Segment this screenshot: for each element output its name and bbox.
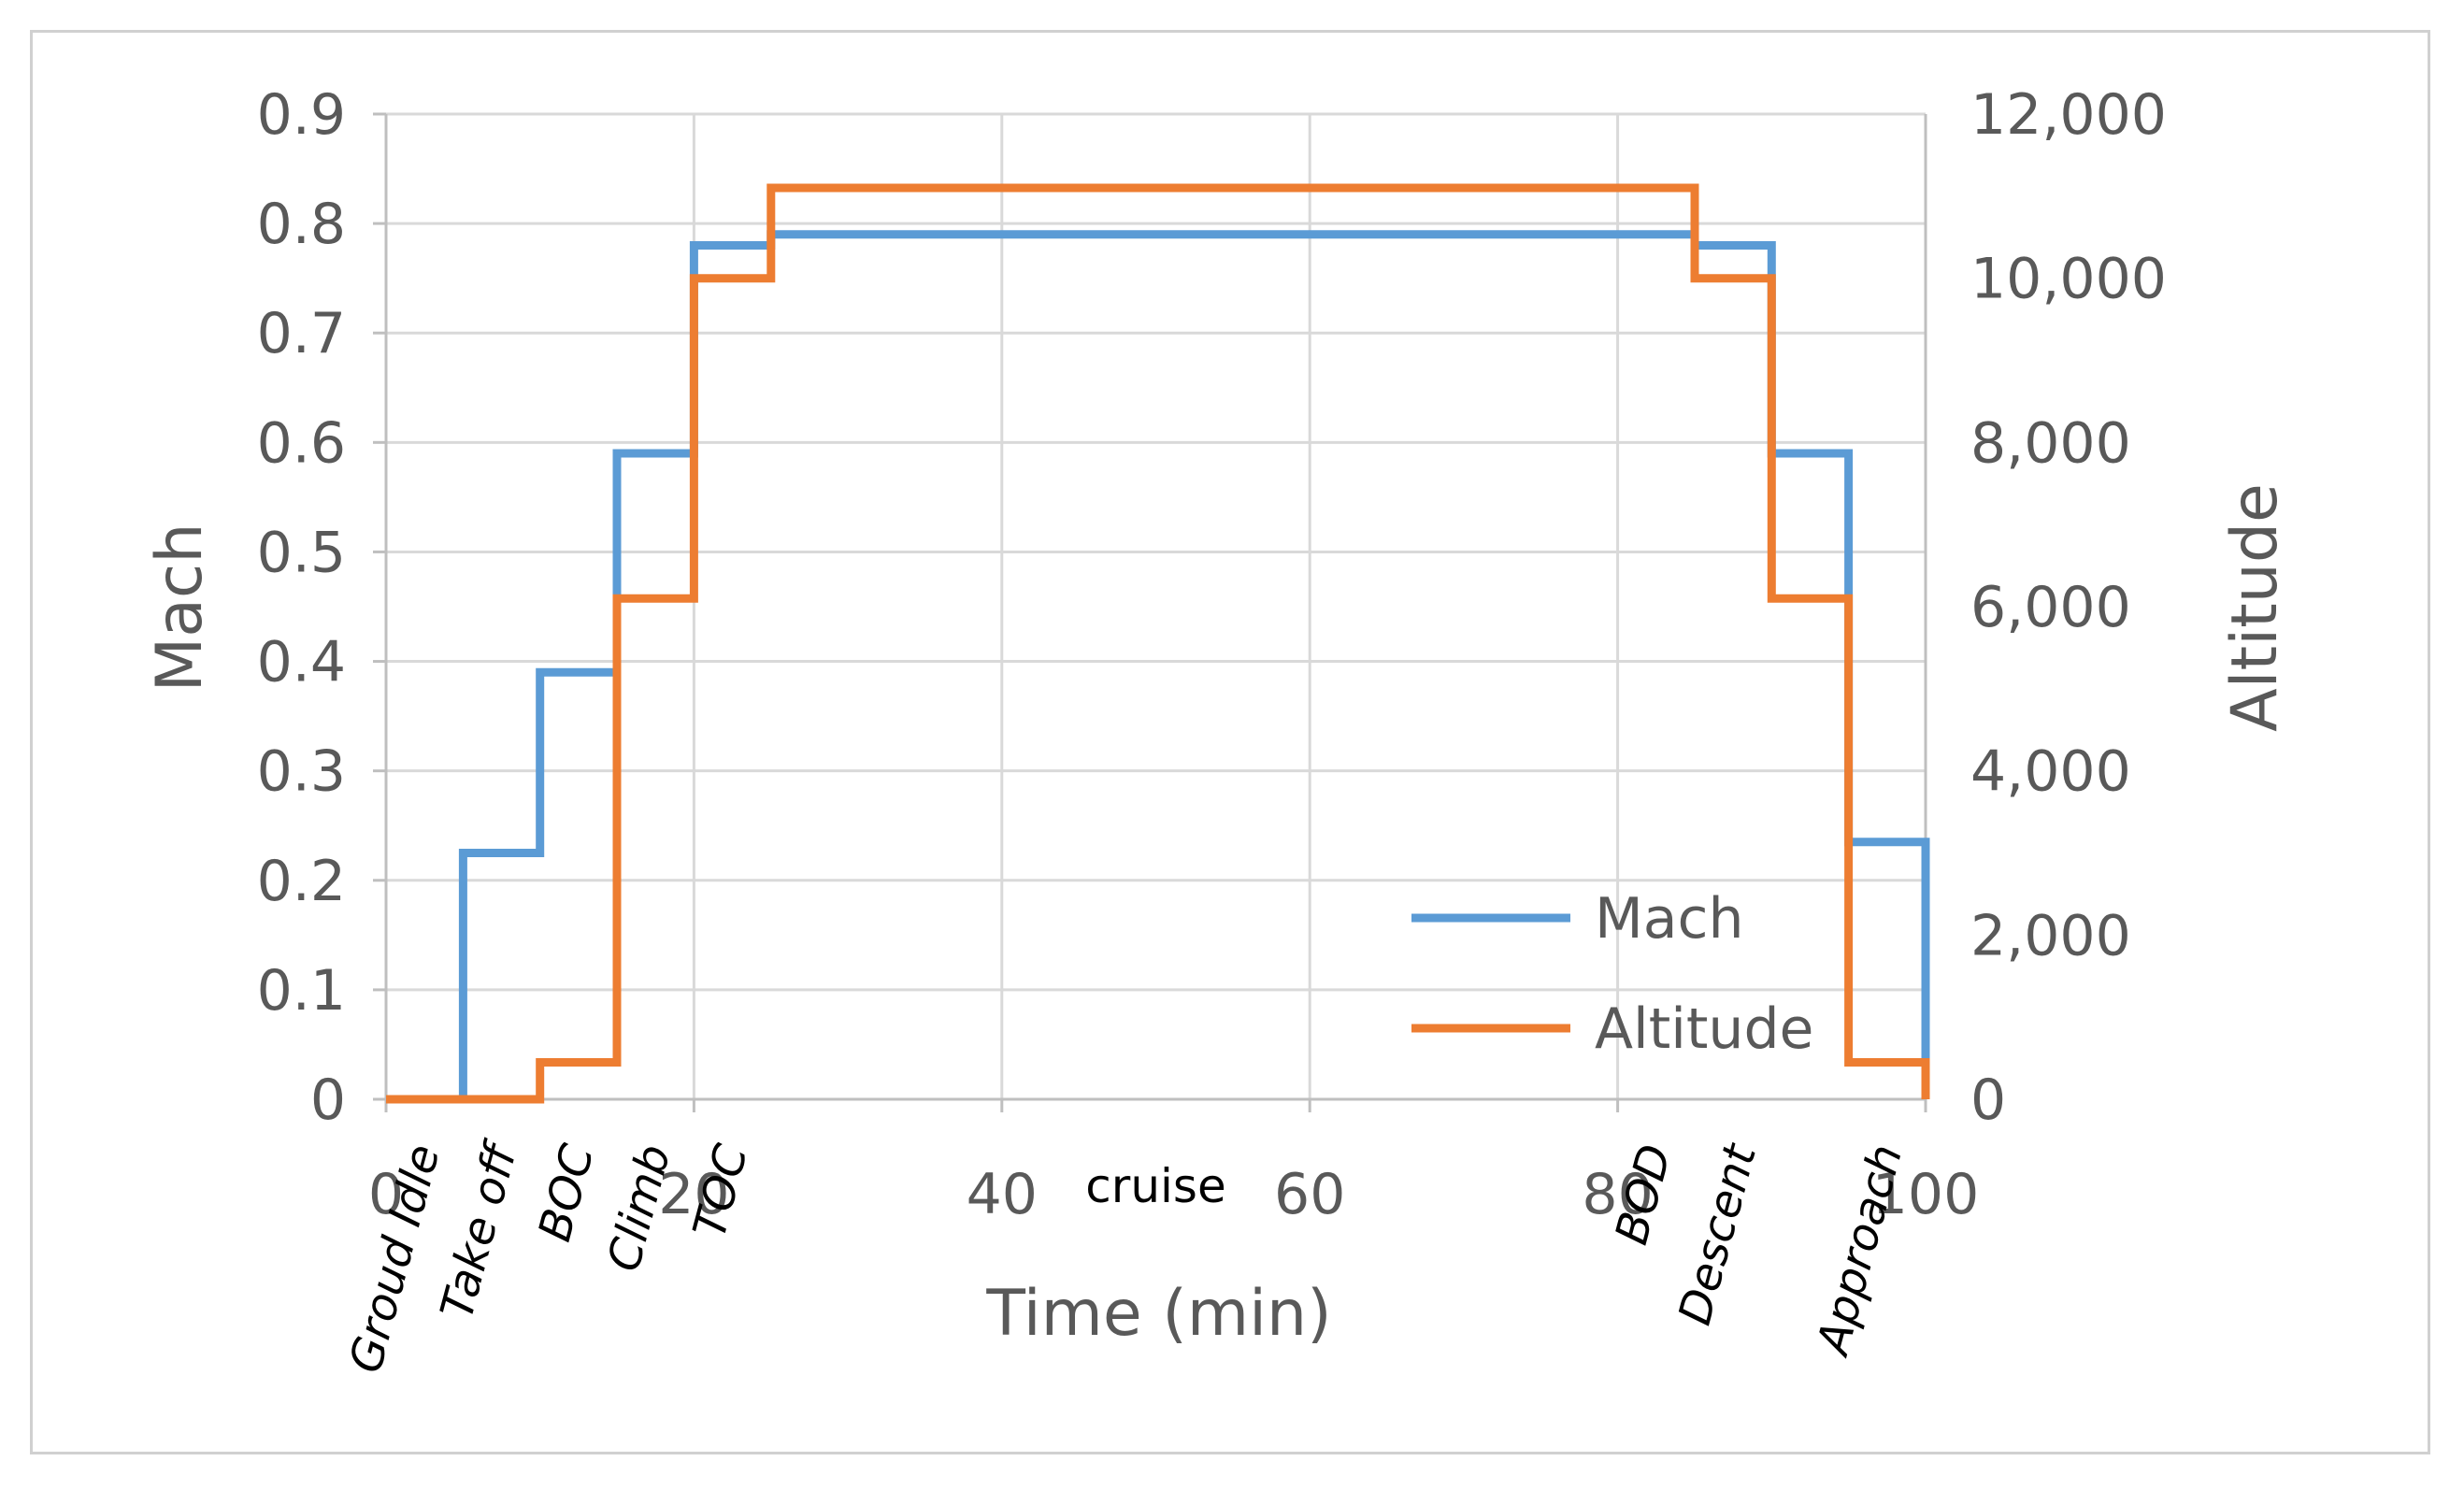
phase-label: Descent: [1669, 1138, 1768, 1331]
x-tick-label: 60: [1274, 1162, 1345, 1227]
y-tick-label: 0.4: [257, 630, 346, 695]
phase-label: BOD: [1605, 1139, 1682, 1250]
y-tick-label: 0.7: [257, 301, 346, 366]
legend: Mach Altitude: [1411, 886, 1813, 1062]
x-axis-title: Time (min): [985, 1277, 1331, 1351]
phase-label: Approach: [1806, 1139, 1912, 1363]
x-tick-label: 20: [658, 1162, 729, 1227]
y2-tick-label: 12,000: [1970, 82, 2167, 148]
y-tick-label: 0.3: [257, 739, 346, 805]
y2-axis-title: Altitude: [2218, 483, 2292, 732]
series-line-altitude: [386, 183, 1930, 1104]
phase-label: Groud Idle: [339, 1139, 451, 1379]
y-tick-label: 0.5: [257, 520, 346, 585]
y2-tick-label: 8,000: [1970, 410, 2131, 476]
y2-tick-label: 4,000: [1970, 739, 2131, 805]
tick-labels: 0 0.1 0.2 0.3 0.4 0.5 0.6 0.7 0.8 0.9 0 20 40 60 80 100…: [257, 82, 2167, 1227]
y-axis-title: Mach: [143, 523, 217, 693]
y-tick-label: 0.8: [257, 192, 346, 257]
y-tick-label: 0.6: [257, 410, 346, 476]
x-tick-label: 40: [967, 1162, 1038, 1227]
x-tick-label: 100: [1872, 1162, 1980, 1227]
y-tick-label: 0.1: [257, 958, 346, 1024]
phase-label: BOC: [528, 1139, 604, 1247]
y-tick-label: 0.2: [257, 849, 346, 914]
phase-label: TOC: [683, 1139, 758, 1243]
phase-label-cruise: cruise: [1085, 1159, 1225, 1213]
chart-frame: [30, 30, 2430, 1454]
y-tick-label: 0: [310, 1067, 346, 1133]
series-lines: [386, 183, 1930, 1104]
legend-label-mach: Mach: [1595, 886, 1744, 952]
y2-tick-label: 10,000: [1970, 247, 2167, 312]
y2-tick-label: 6,000: [1970, 575, 2131, 640]
legend-label-altitude: Altitude: [1595, 996, 1813, 1062]
x-tick-label: 80: [1582, 1162, 1653, 1227]
y2-tick-label: 0: [1970, 1067, 2006, 1133]
x-tick-label: 0: [368, 1162, 404, 1227]
y2-tick-label: 2,000: [1970, 903, 2131, 968]
y-tick-label: 0.9: [257, 82, 346, 148]
